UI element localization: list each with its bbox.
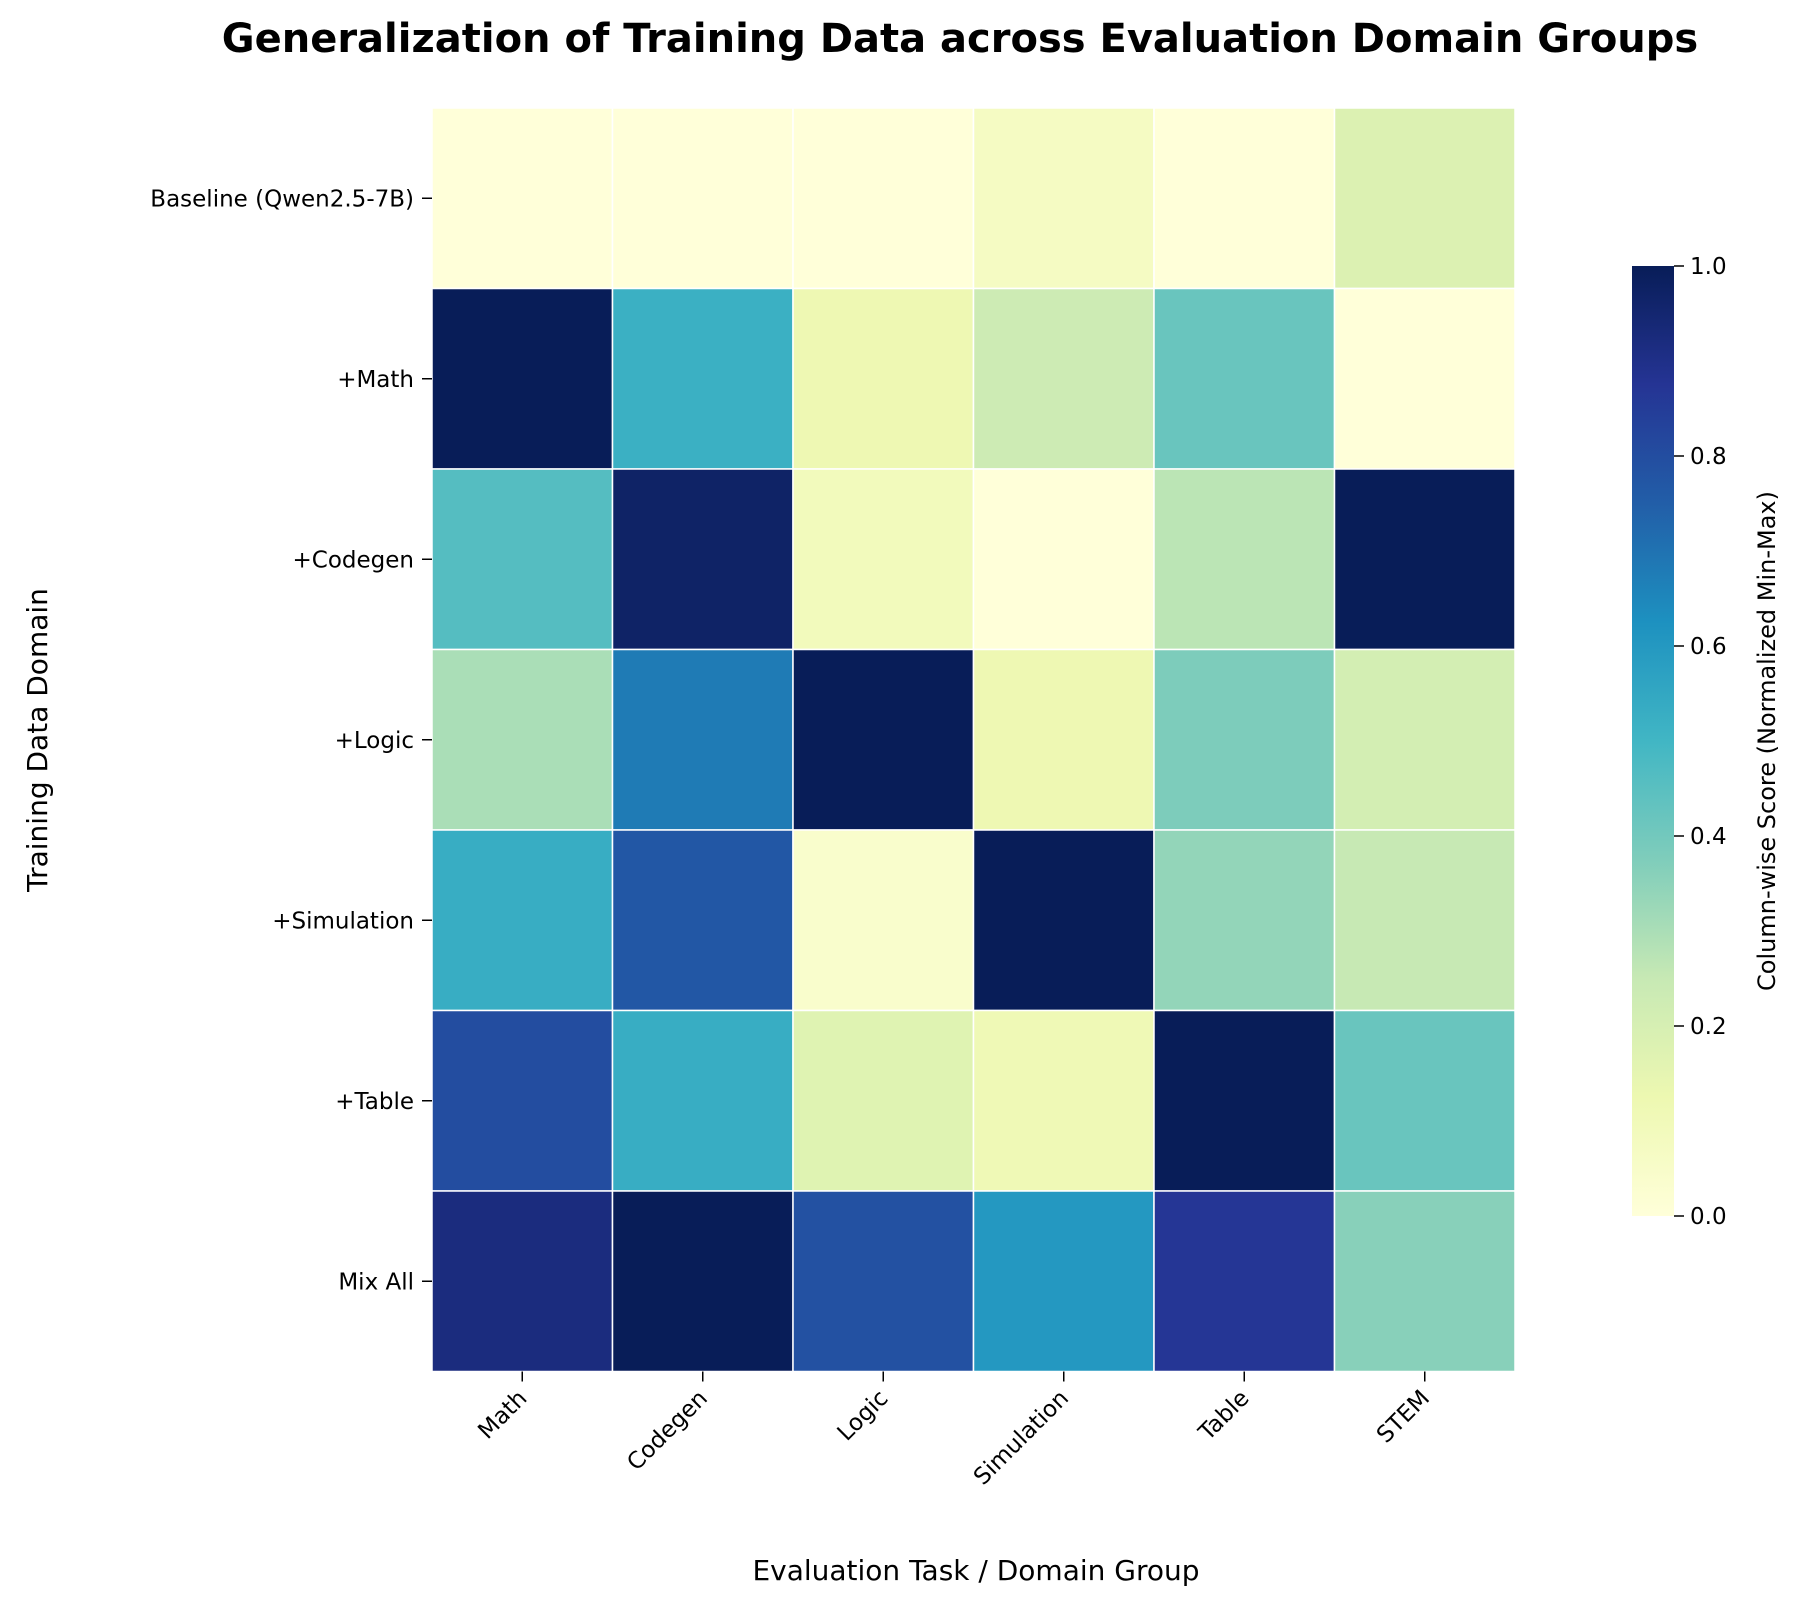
heatmap-cell	[792, 107, 975, 290]
heatmap-cell	[431, 648, 614, 831]
heatmap-cell	[1153, 1190, 1336, 1373]
y-axis-ticks: Baseline (Qwen2.5-7B) +Math +Codegen +Logic…	[150, 186, 432, 1295]
y-tick-label: +Math	[337, 367, 414, 393]
heatmap-cell	[792, 829, 975, 1012]
heatmap-cell	[1333, 287, 1516, 470]
x-tick-label: Logic	[833, 1385, 894, 1446]
heatmap-cell	[611, 468, 794, 651]
y-tick-label: +Simulation	[272, 908, 414, 934]
y-tick-label: Mix All	[338, 1269, 414, 1295]
heatmap-cell	[1153, 648, 1336, 831]
x-axis-ticks: Math Codegen Logic Simulation Table STEM	[473, 1371, 1435, 1490]
heatmap-cell	[792, 1190, 975, 1373]
y-tick-label: +Logic	[335, 728, 414, 754]
heatmap-cell	[611, 829, 794, 1012]
heatmap-cell	[611, 107, 794, 290]
colorbar-tick-label: 0.2	[1690, 1014, 1727, 1040]
chart-title: Generalization of Training Data across E…	[222, 16, 1698, 62]
heatmap-cell	[972, 648, 1155, 831]
colorbar-gradient	[1632, 266, 1674, 1216]
heatmap-cell	[792, 1009, 975, 1192]
heatmap-cell	[1333, 107, 1516, 290]
heatmap-cell	[792, 287, 975, 470]
x-axis-label: Evaluation Task / Domain Group	[752, 1554, 1199, 1587]
colorbar-tick-label: 0.8	[1690, 444, 1727, 470]
heatmap-cell	[1333, 648, 1516, 831]
heatmap-cell	[611, 287, 794, 470]
heatmap-cell	[792, 648, 975, 831]
heatmap-cell	[972, 1009, 1155, 1192]
y-tick-label: +Table	[335, 1089, 414, 1115]
heatmap-cell	[611, 1009, 794, 1192]
heatmap-cell	[972, 107, 1155, 290]
colorbar-tick-label: 0.0	[1690, 1204, 1727, 1230]
heatmap-cell	[431, 829, 614, 1012]
heatmap-cell	[792, 468, 975, 651]
heatmap-cell	[1153, 287, 1336, 470]
heatmap-cell	[1153, 107, 1336, 290]
heatmap-cell	[1333, 829, 1516, 1012]
x-tick-label: Simulation	[969, 1385, 1074, 1490]
x-tick-label: STEM	[1372, 1385, 1435, 1448]
heatmap-cell	[611, 648, 794, 831]
heatmap-cell	[431, 468, 614, 651]
colorbar-ticks: 0.0 0.2 0.4 0.6 0.8 1.0	[1674, 254, 1727, 1230]
heatmap-cell	[431, 287, 614, 470]
heatmap-cell	[431, 1190, 614, 1373]
heatmap-cell	[1153, 468, 1336, 651]
heatmap-cell	[972, 1190, 1155, 1373]
heatmap-cells	[431, 107, 1516, 1373]
colorbar-label: Column-wise Score (Normalized Min-Max)	[1753, 491, 1781, 991]
heatmap-cell	[431, 1009, 614, 1192]
heatmap-cell	[1153, 829, 1336, 1012]
x-tick-label: Math	[473, 1385, 532, 1444]
colorbar-tick-label: 1.0	[1690, 254, 1727, 280]
colorbar-tick-label: 0.4	[1690, 824, 1727, 850]
heatmap-cell	[972, 468, 1155, 651]
x-tick-label: Codegen	[622, 1385, 713, 1476]
heatmap-cell	[1333, 1009, 1516, 1192]
y-tick-label: Baseline (Qwen2.5-7B)	[150, 186, 414, 212]
heatmap-cell	[611, 1190, 794, 1373]
heatmap-cell	[1333, 1190, 1516, 1373]
colorbar: 0.0 0.2 0.4 0.6 0.8 1.0 Column-wise Score (No…	[1632, 254, 1781, 1230]
heatmap-cell	[972, 829, 1155, 1012]
heatmap-cell	[1333, 468, 1516, 651]
heatmap-cell	[1153, 1009, 1336, 1192]
y-tick-label: +Codegen	[293, 547, 414, 573]
colorbar-tick-label: 0.6	[1690, 634, 1727, 660]
heatmap-cell	[972, 287, 1155, 470]
heatmap-cell	[431, 107, 614, 290]
x-tick-label: Table	[1193, 1385, 1254, 1446]
y-axis-label: Training Data Domain	[21, 588, 54, 893]
